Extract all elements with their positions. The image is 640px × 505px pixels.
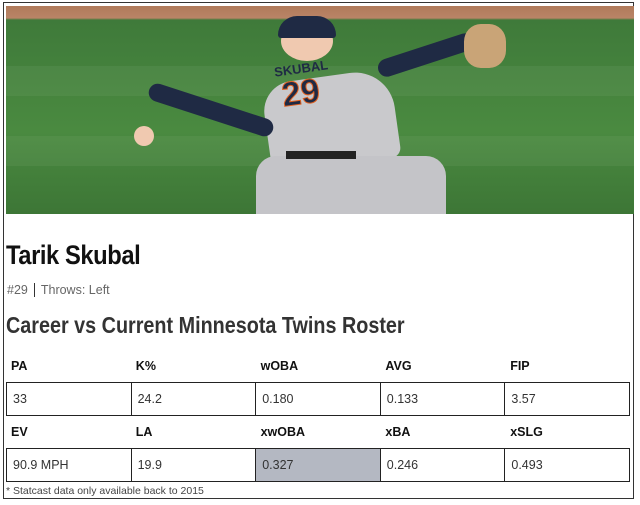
value-ev: 90.9 MPH <box>7 449 132 481</box>
value-xslg: 0.493 <box>511 458 543 472</box>
header-xba: xBA <box>385 425 411 439</box>
value-xwoba: 0.327 <box>256 449 381 481</box>
value-woba: 0.180 <box>256 383 381 415</box>
stats-row-2: 90.9 MPH 19.9 0.327 0.246 0.493 <box>6 448 630 482</box>
header-fip: FIP <box>510 359 530 373</box>
player-meta: #29 Throws: Left <box>7 283 110 297</box>
divider <box>33 283 35 297</box>
header-xwoba: xwOBA <box>260 425 306 439</box>
player-name: Tarik Skubal <box>6 240 141 270</box>
value-fip: 3.57 <box>511 392 536 406</box>
stats-header-row-1: PA K% wOBA AVG FIP <box>6 359 630 373</box>
value-avg: 0.133 <box>381 383 506 415</box>
header-woba: wOBA <box>260 359 299 373</box>
stats-row-1: 33 24.2 0.180 0.133 3.57 <box>6 382 630 416</box>
header-la: LA <box>135 425 153 439</box>
player-card <box>3 2 634 499</box>
player-throws: Throws: Left <box>40 283 110 297</box>
player-number: #29 <box>7 283 28 297</box>
value-la: 19.9 <box>132 449 257 481</box>
player-photo: SKUBAL 29 <box>6 6 634 214</box>
value-xba: 0.246 <box>381 449 506 481</box>
stats-header-row-2: EV LA xwOBA xBA xSLG <box>6 425 630 439</box>
header-ev: EV <box>11 425 28 439</box>
jersey-number: 29 <box>279 71 323 115</box>
footnote: * Statcast data only available back to 2… <box>6 485 204 497</box>
value-pa: 33 <box>7 383 132 415</box>
section-title: Career vs Current Minnesota Twins Roster <box>6 312 405 338</box>
header-xslg: xSLG <box>510 425 543 439</box>
header-pa: PA <box>11 359 28 373</box>
header-avg: AVG <box>385 359 412 373</box>
header-k-pct: K% <box>135 359 156 373</box>
value-k-pct: 24.2 <box>132 383 257 415</box>
